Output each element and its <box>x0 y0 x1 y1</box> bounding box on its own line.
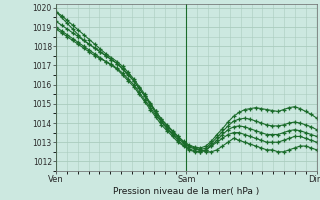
X-axis label: Pression niveau de la mer( hPa ): Pression niveau de la mer( hPa ) <box>113 187 260 196</box>
